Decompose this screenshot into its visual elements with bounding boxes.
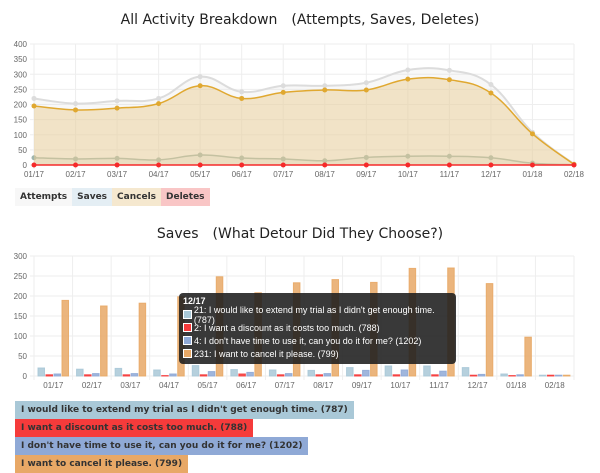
- tooltip-row: 21: I would like to extend my trial as I…: [183, 308, 452, 321]
- legend-cancel[interactable]: I want to cancel it please. (799): [15, 455, 188, 473]
- tooltip-row: 4: I don't have time to use it, can you …: [183, 334, 452, 347]
- legend-discount[interactable]: I want a discount as it costs too much. …: [15, 419, 253, 437]
- swatch-icon: [183, 323, 192, 332]
- svg-text:04/17: 04/17: [159, 381, 180, 390]
- svg-text:08/17: 08/17: [313, 381, 334, 390]
- tooltip-row: 231: I want to cancel it please. (799): [183, 347, 452, 360]
- svg-text:02/17: 02/17: [82, 381, 103, 390]
- swatch-icon: [183, 336, 192, 345]
- svg-text:200: 200: [14, 292, 28, 301]
- svg-text:09/17: 09/17: [352, 381, 373, 390]
- bottom-chart-legend: I would like to extend my trial as I did…: [15, 401, 475, 473]
- tooltip-row-text: 4: I don't have time to use it, can you …: [194, 336, 421, 346]
- svg-text:01/17: 01/17: [43, 381, 64, 390]
- tooltip-row-text: 21: I would like to extend my trial as I…: [194, 305, 452, 325]
- svg-text:100: 100: [14, 332, 28, 341]
- swatch-icon: [183, 310, 192, 319]
- svg-text:03/17: 03/17: [120, 381, 141, 390]
- svg-text:150: 150: [14, 312, 28, 321]
- svg-text:0: 0: [23, 372, 28, 381]
- svg-text:10/17: 10/17: [390, 381, 411, 390]
- svg-text:11/17: 11/17: [429, 381, 449, 390]
- svg-text:12/17: 12/17: [468, 381, 489, 390]
- chart-tooltip: 12/17 21: I would like to extend my tria…: [179, 293, 456, 364]
- svg-text:300: 300: [14, 252, 28, 261]
- svg-text:50: 50: [18, 352, 27, 361]
- legend-no-time[interactable]: I don't have time to use it, can you do …: [15, 437, 308, 455]
- swatch-icon: [183, 349, 192, 358]
- svg-text:02/18: 02/18: [545, 381, 566, 390]
- svg-text:06/17: 06/17: [236, 381, 257, 390]
- svg-text:05/17: 05/17: [198, 381, 219, 390]
- legend-extend-trial[interactable]: I would like to extend my trial as I did…: [15, 401, 354, 419]
- svg-text:250: 250: [14, 272, 28, 281]
- svg-text:07/17: 07/17: [275, 381, 296, 390]
- svg-text:01/18: 01/18: [506, 381, 527, 390]
- tooltip-row-text: 2: I want a discount as it costs too muc…: [194, 323, 380, 333]
- tooltip-row-text: 231: I want to cancel it please. (799): [194, 349, 339, 359]
